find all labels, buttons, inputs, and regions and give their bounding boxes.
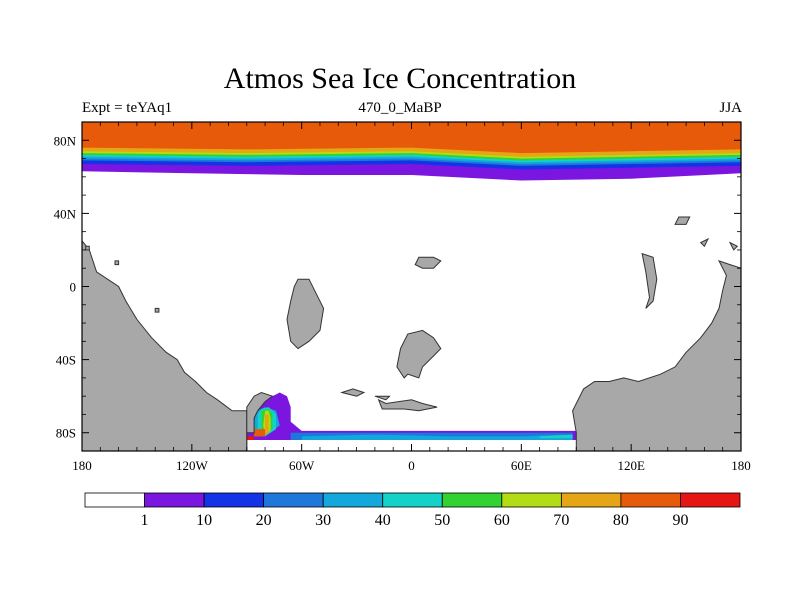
antarctic-ice-band-50-9 [539, 434, 573, 439]
colorbar-swatch-6 [441, 492, 503, 508]
colorbar-label: 10 [196, 512, 212, 529]
y-tick-label: 40N [54, 206, 77, 221]
land-mass-13 [114, 260, 120, 266]
y-tick-label: 80N [54, 133, 77, 148]
colorbar-label: 20 [256, 512, 272, 529]
land-mass-11 [699, 237, 710, 248]
x-tick-label: 180 [72, 458, 92, 473]
land-mass-14 [154, 307, 160, 313]
land-mass-0 [82, 122, 248, 451]
colorbar-swatch-10 [680, 492, 741, 508]
colorbar-label: 90 [672, 512, 688, 529]
colorbar-label: 80 [613, 512, 629, 529]
land-mass-15 [85, 245, 90, 251]
colorbar-label: 50 [434, 512, 450, 529]
antarctic-ice-band-80-4 [265, 414, 269, 435]
colorbar-swatch-9 [620, 492, 681, 508]
y-tick-label: 40S [56, 353, 76, 368]
colorbar-swatch-3 [263, 492, 324, 508]
colorbar-label: 30 [315, 512, 331, 529]
land-mass-3 [396, 329, 442, 379]
colorbar-swatch-8 [560, 492, 622, 508]
colorbar-swatch-2 [203, 492, 265, 508]
land-mass-5 [377, 398, 438, 412]
arctic-ice-band-90 [82, 122, 741, 154]
season-label: JJA [719, 100, 742, 116]
colorbar-label: 1 [141, 512, 149, 529]
colorbar-swatch-7 [501, 492, 562, 508]
y-tick-label: 0 [70, 280, 77, 295]
colorbar-label: 70 [553, 512, 569, 529]
x-tick-label: 60W [289, 458, 315, 473]
chart-title: Atmos Sea Ice Concentration [223, 62, 577, 95]
antarctic-ice-band-90-5 [254, 429, 266, 437]
land-mass-4 [414, 256, 442, 269]
land-mass-9 [641, 252, 658, 309]
x-tick-label: 0 [408, 458, 415, 473]
x-tick-label: 120W [176, 458, 209, 473]
land-mass-7 [374, 395, 391, 401]
land-mass-1 [246, 391, 274, 451]
colorbar-swatch-0 [84, 492, 145, 508]
antarctic-ice-band-40-8 [301, 434, 573, 440]
land-mass-12 [728, 241, 739, 251]
experiment-label: Expt = teYAq1 [82, 100, 173, 116]
x-tick-label: 120E [617, 458, 645, 473]
colorbar-label: 60 [494, 512, 510, 529]
land-mass-8 [572, 260, 741, 451]
land-mass-2 [286, 278, 325, 350]
colorbar-swatch-4 [322, 492, 384, 508]
period-label: 470_0_MaBP [358, 100, 442, 116]
colorbar-swatch-5 [382, 492, 443, 508]
colorbar-swatch-1 [144, 492, 205, 508]
colorbar-label: 40 [375, 512, 391, 529]
land-mass-10 [674, 216, 691, 225]
y-tick-label: 80S [56, 426, 76, 441]
x-tick-label: 180 [731, 458, 751, 473]
x-tick-label: 60E [511, 458, 532, 473]
land-mass-6 [340, 388, 366, 397]
